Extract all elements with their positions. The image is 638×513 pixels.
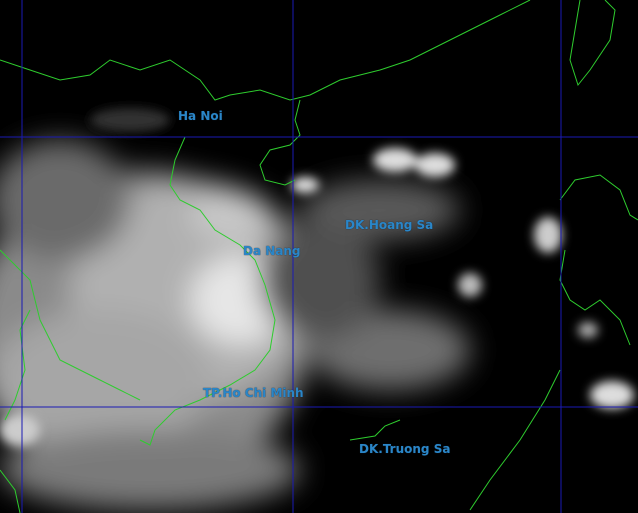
label-ho-chi-minh: TP.Ho Chi Minh	[203, 386, 304, 400]
label-truong-sa: DK.Truong Sa	[359, 442, 451, 456]
storm-cloud-mass	[0, 140, 470, 510]
label-da-nang: Da Nang	[243, 244, 301, 258]
label-hoang-sa: DK.Hoang Sa	[345, 218, 434, 232]
label-ha-noi: Ha Noi	[178, 109, 223, 123]
scattered-clouds	[0, 108, 634, 446]
